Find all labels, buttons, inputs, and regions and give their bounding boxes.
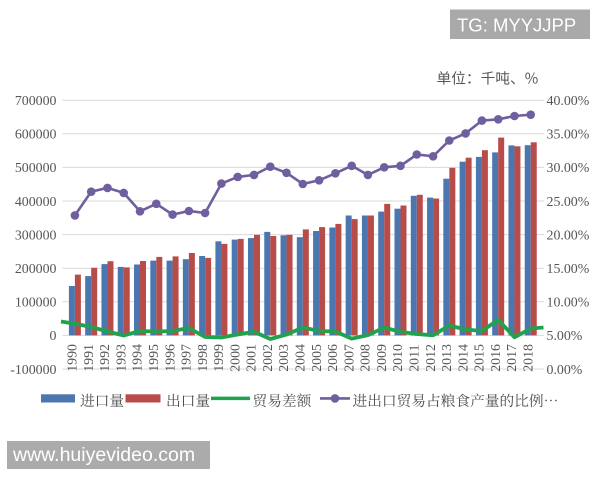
svg-text:2003: 2003: [277, 344, 292, 372]
svg-text:2010: 2010: [391, 344, 406, 372]
svg-text:2008: 2008: [359, 344, 374, 372]
svg-text:2015: 2015: [473, 344, 488, 372]
svg-text:25.00%: 25.00%: [547, 195, 590, 210]
svg-text:30.00%: 30.00%: [547, 161, 590, 176]
svg-text:2006: 2006: [326, 344, 341, 372]
svg-text:2013: 2013: [440, 344, 455, 372]
svg-text:1994: 1994: [131, 344, 146, 372]
svg-text:40.00%: 40.00%: [547, 94, 590, 109]
svg-text:2014: 2014: [456, 344, 471, 372]
svg-text:2017: 2017: [505, 344, 520, 372]
svg-text:2004: 2004: [294, 344, 309, 372]
svg-text:1998: 1998: [196, 344, 211, 372]
svg-text:2009: 2009: [375, 344, 390, 372]
svg-text:1997: 1997: [180, 344, 195, 372]
svg-text:-100000: -100000: [10, 363, 56, 378]
svg-text:35.00%: 35.00%: [547, 128, 590, 143]
svg-text:300000: 300000: [15, 228, 57, 243]
svg-text:1990: 1990: [66, 344, 81, 372]
svg-text:2002: 2002: [261, 344, 276, 372]
svg-text:100000: 100000: [15, 296, 57, 311]
svg-text:2018: 2018: [521, 344, 536, 372]
svg-text:2007: 2007: [342, 344, 357, 372]
svg-text:2016: 2016: [489, 344, 504, 372]
svg-text:2005: 2005: [310, 344, 325, 372]
svg-text:500000: 500000: [15, 161, 57, 176]
svg-text:400000: 400000: [15, 195, 57, 210]
svg-text:2012: 2012: [424, 344, 439, 372]
svg-text:600000: 600000: [15, 128, 57, 143]
svg-text:1992: 1992: [98, 344, 113, 372]
svg-text:0.00%: 0.00%: [547, 363, 583, 378]
svg-text:1991: 1991: [82, 344, 97, 372]
svg-text:15.00%: 15.00%: [547, 262, 590, 277]
svg-text:TG: MYYJJPP: TG: MYYJJPP: [457, 15, 576, 36]
svg-text:1993: 1993: [114, 344, 129, 372]
svg-text:1995: 1995: [147, 344, 162, 372]
svg-text:700000: 700000: [15, 94, 57, 109]
svg-text:0: 0: [50, 329, 57, 344]
svg-text:5.00%: 5.00%: [547, 329, 583, 344]
svg-text:2011: 2011: [407, 344, 422, 371]
svg-text:10.00%: 10.00%: [547, 296, 590, 311]
svg-text:20.00%: 20.00%: [547, 228, 590, 243]
svg-text:1999: 1999: [212, 344, 227, 372]
svg-text:200000: 200000: [15, 262, 57, 277]
svg-text:2001: 2001: [245, 344, 260, 372]
svg-text:1996: 1996: [163, 344, 178, 372]
svg-text:2000: 2000: [228, 344, 243, 372]
svg-text:www.huiyevideo.com: www.huiyevideo.com: [12, 444, 195, 466]
